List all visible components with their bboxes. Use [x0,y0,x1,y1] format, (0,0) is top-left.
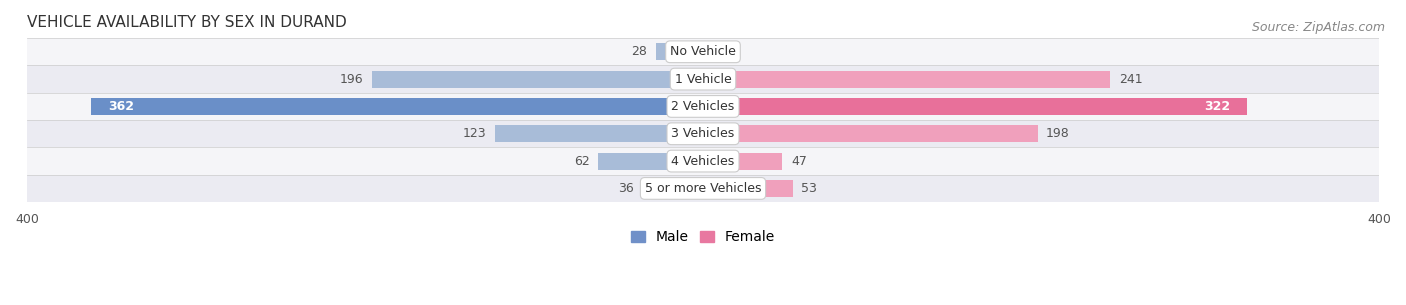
Bar [703,125,1038,142]
Bar [371,71,703,88]
Text: 62: 62 [574,155,589,167]
Text: 241: 241 [1119,73,1143,86]
Text: 28: 28 [631,45,647,58]
Text: 123: 123 [463,127,486,140]
Text: 1 Vehicle: 1 Vehicle [675,73,731,86]
Bar [91,98,703,115]
Bar [703,98,1247,115]
Text: VEHICLE AVAILABILITY BY SEX IN DURAND: VEHICLE AVAILABILITY BY SEX IN DURAND [27,15,347,30]
Text: Source: ZipAtlas.com: Source: ZipAtlas.com [1251,21,1385,34]
Text: 5 or more Vehicles: 5 or more Vehicles [645,182,761,195]
Text: 4 Vehicles: 4 Vehicles [672,155,734,167]
Bar [703,180,793,197]
Text: 322: 322 [1204,100,1230,113]
Bar [703,152,782,170]
Bar [495,125,703,142]
Legend: Male, Female: Male, Female [631,230,775,244]
Text: 3 Vehicles: 3 Vehicles [672,127,734,140]
Bar [27,93,1379,120]
Bar [643,180,703,197]
Text: 362: 362 [108,100,134,113]
Text: 47: 47 [792,155,807,167]
Bar [27,38,1379,66]
Text: 196: 196 [340,73,363,86]
Text: No Vehicle: No Vehicle [671,45,735,58]
Text: 2 Vehicles: 2 Vehicles [672,100,734,113]
Bar [27,120,1379,147]
Text: 0: 0 [711,45,720,58]
Bar [655,43,703,60]
Text: 36: 36 [619,182,634,195]
Text: 53: 53 [801,182,817,195]
Bar [27,147,1379,175]
Bar [703,71,1111,88]
Text: 198: 198 [1046,127,1070,140]
Bar [598,152,703,170]
Bar [27,66,1379,93]
Bar [27,175,1379,202]
